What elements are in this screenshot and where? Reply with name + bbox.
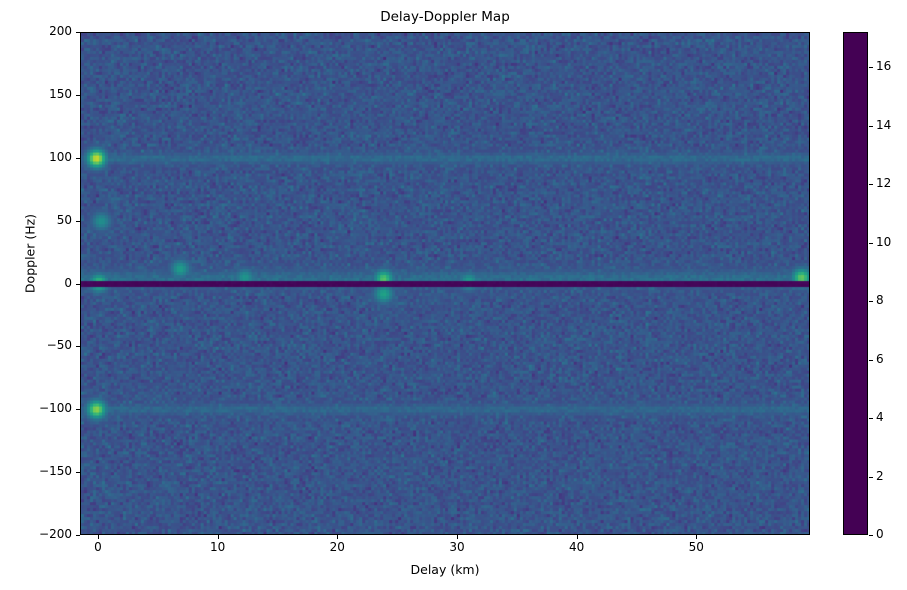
colorbar-tick-label: 10 [876, 234, 892, 249]
x-tick-label: 20 [329, 540, 345, 554]
colorbar-tick-mark [869, 476, 873, 478]
colorbar-tick-mark [869, 535, 873, 537]
y-tick-label: 0 [64, 275, 72, 290]
colorbar-tick-mark [869, 125, 873, 127]
colorbar-tick-mark [869, 301, 873, 303]
colorbar-tick-mark [869, 67, 873, 69]
x-tick-label: 10 [209, 540, 226, 554]
x-tick-label: 40 [568, 540, 585, 554]
colorbar-tick-label: 0 [876, 527, 884, 541]
colorbar [843, 32, 868, 535]
colorbar-tick-label: 16 [876, 59, 892, 74]
y-tick-label: −100 [39, 401, 72, 416]
colorbar-tick-mark [869, 418, 873, 420]
y-tick-label: 50 [56, 212, 72, 227]
y-tick-mark [76, 32, 80, 34]
y-tick-mark [76, 535, 80, 537]
colorbar-tick-label: 14 [876, 117, 892, 132]
x-tick-mark [337, 535, 339, 539]
y-tick-mark [76, 220, 80, 222]
y-tick-label: 150 [49, 86, 72, 101]
page-title: Delay-Doppler Map [380, 9, 510, 25]
x-tick-mark [456, 535, 459, 539]
colorbar-tick-label: 4 [876, 410, 884, 425]
y-tick-label: −50 [46, 338, 72, 353]
x-tick-label: 0 [94, 540, 102, 554]
colorbar-tick-label: 6 [876, 351, 884, 366]
y-tick-mark [76, 409, 80, 411]
y-tick-mark [76, 346, 80, 348]
x-tick-mark [97, 535, 100, 539]
colorbar-gradient [844, 33, 867, 534]
y-tick-mark [76, 283, 80, 285]
y-tick-label: −200 [39, 527, 72, 541]
x-tick-label: 30 [449, 540, 465, 554]
y-axis-label: Doppler (Hz) [22, 213, 38, 294]
y-tick-mark [76, 94, 80, 96]
colorbar-tick-mark [869, 242, 873, 244]
colorbar-tick-label: 8 [876, 293, 884, 308]
y-tick-label: 200 [49, 24, 72, 38]
y-tick-label: 100 [49, 149, 72, 164]
x-tick-mark [696, 535, 698, 539]
colorbar-tick-label: 12 [876, 176, 892, 191]
colorbar-tick-label: 2 [876, 468, 884, 483]
y-tick-mark [76, 157, 80, 159]
x-tick-mark [576, 535, 578, 539]
heatmap-axes [80, 32, 810, 535]
x-axis-label: Delay (km) [410, 562, 480, 577]
x-tick-label: 50 [688, 540, 704, 554]
y-tick-mark [76, 472, 80, 474]
colorbar-tick-mark [869, 184, 873, 186]
x-tick-mark [217, 535, 219, 539]
colorbar-tick-mark [869, 359, 873, 361]
delay-doppler-heatmap [81, 33, 809, 534]
y-tick-label: −150 [39, 464, 72, 479]
